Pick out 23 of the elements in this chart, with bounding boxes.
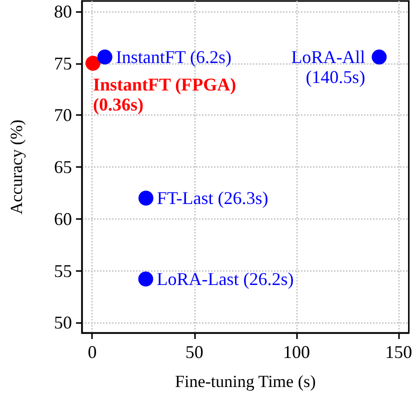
x-tick-label: 150 xyxy=(385,342,412,362)
annotation: LoRA-Last (26.2s) xyxy=(156,269,294,290)
x-tick-label: 50 xyxy=(185,342,204,362)
y-tick-label: 50 xyxy=(54,312,72,333)
y-tick-label: 75 xyxy=(54,53,72,74)
y-tick-label: 80 xyxy=(54,1,72,22)
point xyxy=(372,50,387,65)
annotation: FT-Last (26.3s) xyxy=(156,188,268,208)
annotation: InstantFT (6.2s) xyxy=(116,47,232,68)
x-tick-label: 0 xyxy=(88,342,97,362)
y-tick-label: 55 xyxy=(54,260,72,281)
y-axis-title: Accuracy (%) xyxy=(7,120,26,214)
y-tick-label: 65 xyxy=(54,157,72,177)
point xyxy=(97,50,112,65)
annotation: LoRA-All (140.5s) xyxy=(291,47,366,88)
annotation: InstantFT (FPGA) (0.36s) xyxy=(92,74,236,114)
x-axis-title: Fine-tuning Time (s) xyxy=(175,372,316,391)
point xyxy=(138,190,154,206)
x-tick-label: 100 xyxy=(282,342,310,362)
point xyxy=(138,272,154,287)
point xyxy=(85,56,100,71)
y-tick-label: 60 xyxy=(54,208,72,229)
y-tick-label: 70 xyxy=(54,105,72,126)
